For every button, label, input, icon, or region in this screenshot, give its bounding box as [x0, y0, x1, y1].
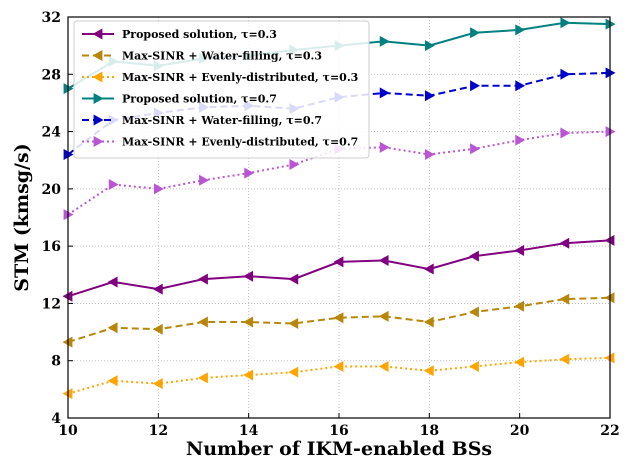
x-tick-label: 18	[420, 423, 439, 439]
data-point	[289, 159, 300, 171]
data-point	[560, 17, 571, 29]
data-point	[515, 24, 526, 36]
data-point	[514, 244, 525, 256]
data-point	[514, 300, 525, 312]
legend-label: Proposed solution, τ=0.7	[122, 93, 277, 106]
legend: Proposed solution, τ=0.3 Max-SINR + Water…	[73, 20, 370, 159]
data-point	[153, 183, 164, 195]
series-2	[62, 292, 615, 348]
data-point	[378, 360, 389, 372]
legend-entry: Proposed solution, τ=0.3	[82, 28, 277, 41]
legend-entry: Proposed solution, τ=0.7	[82, 93, 277, 106]
data-point	[379, 87, 390, 99]
data-point	[243, 270, 254, 282]
data-point	[152, 323, 163, 335]
data-point	[423, 263, 434, 275]
data-point	[198, 316, 208, 328]
data-point	[470, 143, 480, 155]
y-tick-label: 12	[42, 296, 61, 312]
y-tick-label: 16	[42, 239, 61, 255]
y-tick-label: 32	[42, 10, 61, 26]
legend-marker	[92, 71, 103, 83]
y-tick-label: 20	[42, 182, 62, 198]
legend-marker	[93, 93, 104, 104]
x-tick-label: 14	[239, 423, 259, 439]
legend-label: Proposed solution, τ=0.3	[122, 28, 277, 41]
data-point	[288, 366, 299, 378]
data-point	[379, 35, 390, 47]
data-point	[333, 312, 344, 324]
data-point	[559, 353, 570, 365]
data-point	[199, 174, 209, 186]
legend-entry: Max-SINR + Evenly-distributed, τ=0.3	[82, 71, 358, 84]
x-axis-title: Number of IKM-enabled BSs	[186, 438, 492, 460]
data-point	[515, 80, 526, 92]
series-line	[67, 356, 611, 395]
data-point	[288, 317, 299, 329]
data-point	[423, 365, 434, 377]
data-point	[152, 283, 163, 295]
data-point	[108, 179, 119, 191]
legend-box	[73, 20, 370, 159]
data-point	[243, 316, 254, 328]
data-point	[198, 372, 208, 384]
data-point	[424, 148, 435, 160]
y-tick-label: 4	[51, 411, 61, 427]
data-point	[333, 360, 344, 372]
x-tick-label: 10	[58, 423, 78, 439]
legend-label: Max-SINR + Evenly-distributed, τ=0.7	[122, 136, 358, 149]
x-tick-label: 16	[329, 423, 348, 439]
y-tick-label: 8	[51, 354, 61, 370]
legend-marker	[93, 114, 104, 126]
legend-marker	[92, 28, 103, 40]
legend-label: Max-SINR + Water-filling, τ=0.3	[122, 50, 322, 63]
data-point	[378, 254, 389, 266]
legend-label: Max-SINR + Water-filling, τ=0.7	[122, 114, 322, 127]
legend-label: Max-SINR + Evenly-distributed, τ=0.3	[122, 71, 358, 84]
data-point	[198, 273, 208, 285]
axis-ticks: 10 12 14 16 18 20 22 4 8 12 16 20 24 28 32	[42, 10, 620, 439]
data-point	[243, 369, 254, 381]
data-point	[107, 276, 118, 288]
data-point	[559, 237, 570, 249]
data-point	[470, 27, 480, 39]
legend-entry: Max-SINR + Water-filling, τ=0.7	[82, 114, 322, 127]
legend-entry: Max-SINR + Water-filling, τ=0.3	[82, 50, 322, 63]
data-point	[515, 134, 526, 146]
data-point	[560, 68, 571, 80]
series-3	[62, 352, 615, 400]
legend-entry: Max-SINR + Evenly-distributed, τ=0.7	[82, 136, 358, 149]
data-point	[244, 167, 255, 179]
data-point	[469, 360, 479, 372]
y-tick-label: 28	[42, 67, 61, 83]
data-point	[423, 316, 434, 328]
data-point	[288, 273, 299, 285]
x-tick-label: 20	[510, 423, 530, 439]
data-point	[559, 293, 570, 305]
legend-marker	[93, 136, 104, 147]
data-point	[424, 40, 435, 52]
data-point	[469, 250, 479, 262]
data-point	[560, 127, 571, 139]
x-tick-label: 12	[149, 423, 168, 439]
legend-marker	[92, 50, 103, 61]
y-axis-title: STM (kmsg/s)	[11, 143, 33, 291]
data-point	[378, 310, 389, 322]
data-point	[333, 256, 344, 268]
data-point	[469, 306, 479, 318]
data-point	[107, 322, 118, 334]
x-tick-label: 22	[600, 423, 619, 439]
y-tick-label: 24	[42, 125, 62, 141]
series-1	[62, 234, 615, 302]
data-point	[152, 378, 163, 390]
data-point	[514, 356, 525, 368]
data-point	[424, 90, 435, 102]
data-point	[107, 375, 118, 387]
data-point	[379, 141, 390, 153]
data-point	[470, 80, 480, 92]
